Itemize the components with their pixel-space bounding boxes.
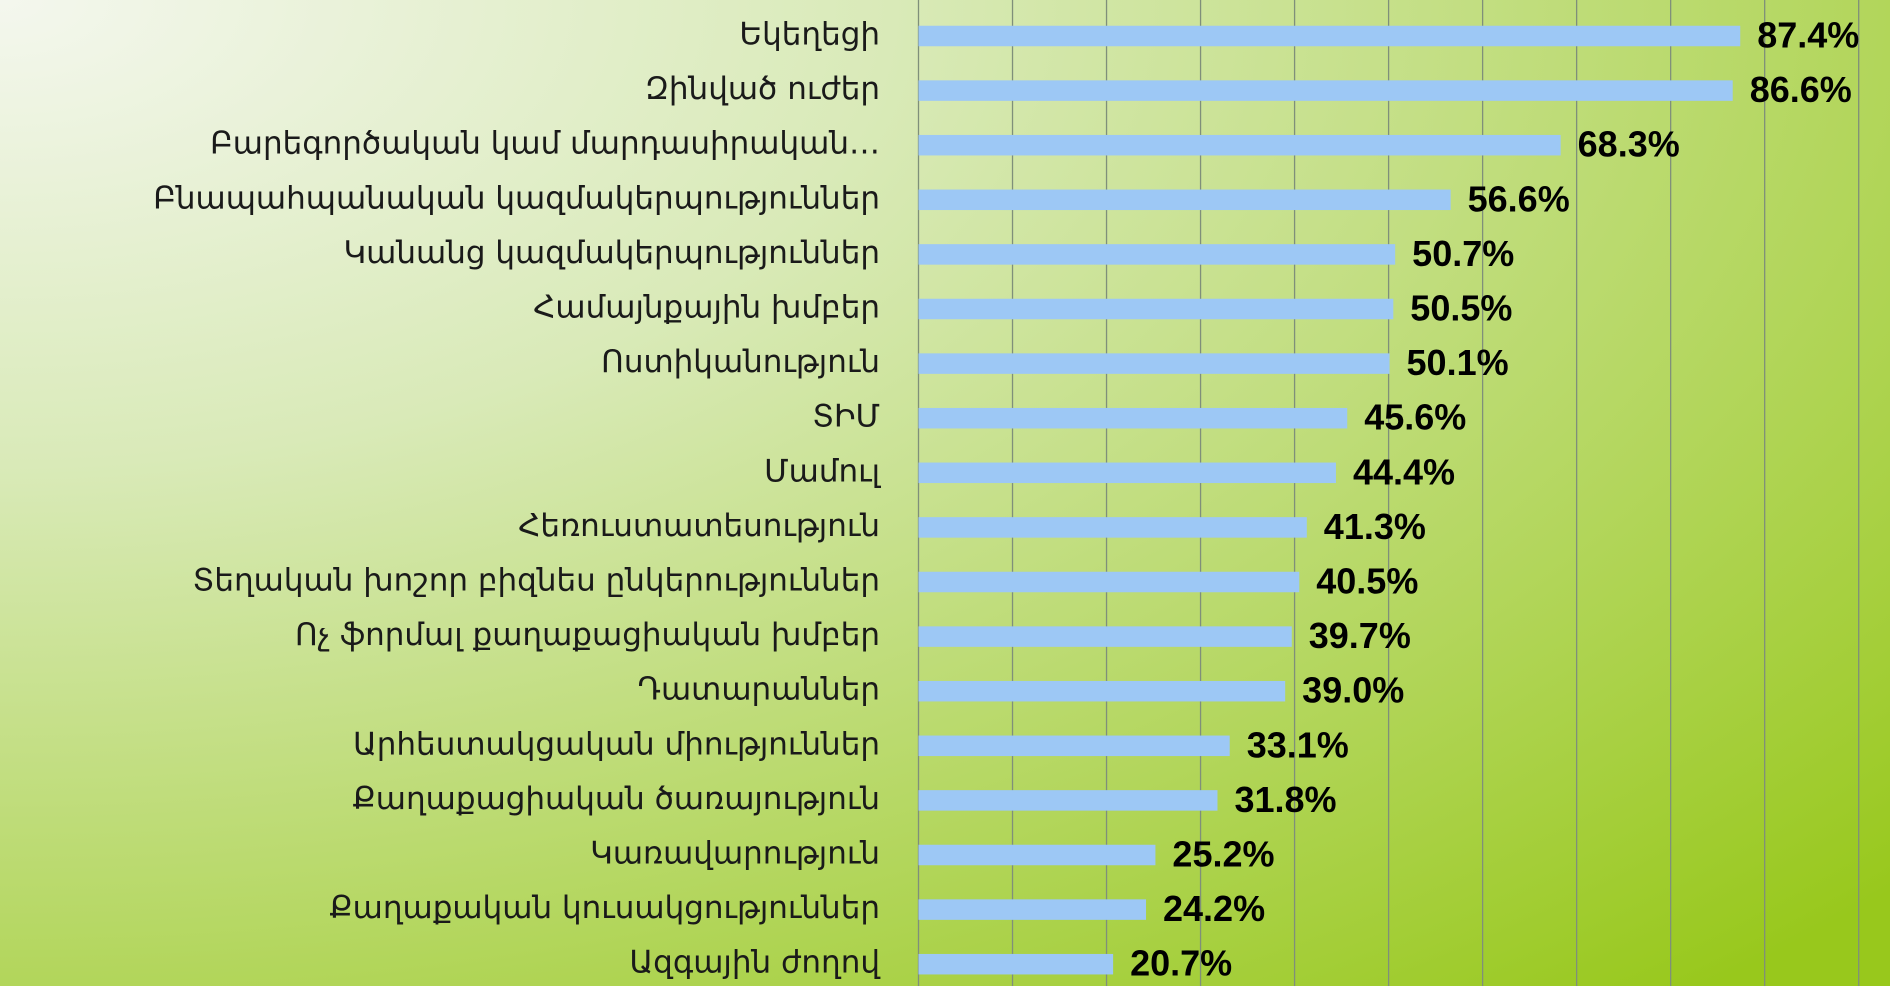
value-label: 50.7%: [1412, 233, 1514, 274]
value-label: 40.5%: [1316, 561, 1418, 602]
value-label: 25.2%: [1172, 834, 1274, 875]
category-label: Եկեղեցի: [739, 17, 880, 53]
category-label: Կանանց կազմակերպություններ: [343, 235, 880, 271]
value-label: 50.5%: [1410, 288, 1512, 329]
category-label: ՏԻՄ: [812, 399, 880, 435]
category-label: Տեղական խոշոր բիզնես ընկերություններ: [193, 563, 880, 599]
category-label: Ոստիկանություն: [601, 344, 880, 380]
category-label: Մամուլ: [764, 453, 882, 489]
value-label: 86.6%: [1750, 69, 1852, 110]
bar: [918, 25, 1741, 47]
category-label: Արհեստակցական միություններ: [353, 726, 880, 762]
category-label: Համայնքային խմբեր: [533, 290, 880, 326]
category-label: Քաղաքական կուսակցություններ: [329, 890, 880, 926]
bar: [918, 626, 1292, 647]
category-label: Բարեգործական կամ մարդասիրական…: [210, 126, 880, 162]
bar: [918, 517, 1307, 538]
value-label: 44.4%: [1353, 451, 1455, 492]
bar: [918, 134, 1561, 156]
value-label: 56.6%: [1468, 178, 1570, 219]
bar: [918, 790, 1218, 811]
category-label: Ազգային ժողով: [629, 945, 881, 981]
bar: [918, 571, 1300, 593]
value-label: 50.1%: [1407, 342, 1509, 383]
value-label: 39.0%: [1302, 670, 1404, 711]
value-label: 41.3%: [1324, 506, 1426, 547]
bar: [918, 735, 1230, 757]
bar: [918, 844, 1156, 866]
bar: [918, 953, 1114, 975]
value-label: 31.8%: [1234, 779, 1336, 820]
category-label: Ոչ ֆորմալ քաղաքացիական խմբեր: [295, 617, 880, 653]
value-label: 68.3%: [1578, 124, 1680, 165]
bar: [918, 462, 1336, 484]
category-label: Կառավարություն: [590, 836, 880, 872]
category-label: Քաղաքացիական ծառայություն: [352, 781, 880, 817]
value-label: 20.7%: [1130, 943, 1232, 984]
value-label: 39.7%: [1309, 615, 1411, 656]
value-label: 24.2%: [1163, 888, 1265, 929]
category-label: Բնապահպանական կազմակերպություններ: [153, 180, 880, 216]
bar: [918, 244, 1396, 265]
bar: [918, 899, 1147, 920]
bar: [918, 680, 1286, 702]
bar: [918, 298, 1394, 320]
value-label: 33.1%: [1247, 724, 1349, 765]
category-label: Զինված ուժեր: [645, 71, 880, 107]
category-label: Հեռուստատեսություն: [518, 508, 880, 544]
bar: [918, 80, 1733, 101]
bar: [918, 189, 1451, 211]
bar: [918, 353, 1390, 374]
bar: [918, 407, 1348, 429]
category-label: Դատարաններ: [638, 672, 880, 708]
value-label: 45.6%: [1364, 397, 1466, 438]
value-label: 87.4%: [1757, 15, 1859, 56]
